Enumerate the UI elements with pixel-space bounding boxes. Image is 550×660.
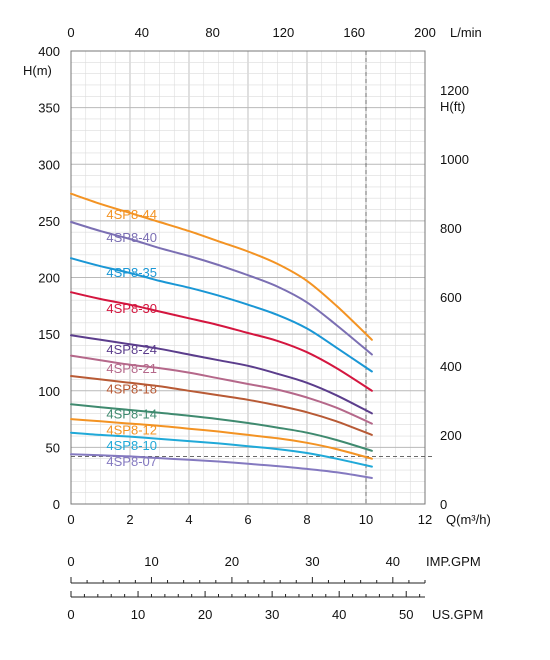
x-tick-label: 10	[359, 512, 373, 527]
x-tick-label: 8	[303, 512, 310, 527]
y-left-tick-label: 350	[38, 101, 60, 116]
curve-4sp8-40	[70, 221, 373, 356]
curve-label-4sp8-12: 4SP8-12	[106, 422, 157, 437]
y-right-tick-label: 600	[440, 290, 462, 305]
left-axis-unit: H(m)	[23, 63, 52, 78]
y-right-tick-label: 400	[440, 359, 462, 374]
x-tick-label: 4	[185, 512, 192, 527]
top-tick-label: 200	[414, 25, 436, 40]
imp-gpm-tick-label: 40	[386, 554, 400, 569]
y-left-tick-label: 300	[38, 157, 60, 172]
curve-label-4sp8-21: 4SP8-21	[106, 361, 157, 376]
curve-4sp8-12	[70, 418, 373, 460]
y-left-tick-label: 150	[38, 327, 60, 342]
x-tick-label: 6	[244, 512, 251, 527]
top-axis-unit: L/min	[450, 25, 482, 40]
curve-label-4sp8-30: 4SP8-30	[106, 301, 157, 316]
right-axis-unit: H(ft)	[440, 99, 465, 114]
curve-4sp8-10	[70, 431, 373, 468]
us-gpm-tick-label: 30	[265, 607, 279, 622]
curve-4sp8-21	[70, 354, 373, 425]
top-tick-label: 0	[67, 25, 74, 40]
curve-4sp8-30	[70, 291, 373, 392]
curve-label-4sp8-18: 4SP8-18	[106, 382, 157, 397]
curve-4sp8-24	[70, 334, 373, 415]
curve-4sp8-18	[70, 375, 373, 436]
curve-4sp8-07	[70, 453, 373, 479]
performance-curves	[70, 192, 373, 479]
us-gpm-tick-label: 20	[198, 607, 212, 622]
us-gpm-tick-label: 10	[131, 607, 145, 622]
y-right-tick-label: 0	[440, 497, 447, 512]
curve-label-4sp8-14: 4SP8-14	[106, 407, 157, 422]
y-left-tick-label: 250	[38, 214, 60, 229]
reference-lines	[71, 51, 433, 504]
x-tick-label: 12	[418, 512, 432, 527]
us-gpm-unit: US.GPM	[432, 607, 483, 622]
x-tick-label: 0	[67, 512, 74, 527]
imp-gpm-tick-label: 0	[67, 554, 74, 569]
plot-frame	[70, 50, 426, 505]
y-left-tick-label: 200	[38, 271, 60, 286]
curve-labels: 4SP8-44 4SP8-40 4SP8-35 4SP8-30 4SP8-24 4SP8-…	[106, 207, 157, 469]
gpm-scales: 0 10 20 30 40 0 10 20 30 40 50	[67, 554, 426, 622]
top-tick-label: 40	[135, 25, 149, 40]
us-gpm-tick-label: 0	[67, 607, 74, 622]
imp-gpm-tick-label: 30	[305, 554, 319, 569]
y-right-tick-label: 1000	[440, 152, 469, 167]
imp-gpm-tick-label: 20	[225, 554, 239, 569]
y-left-tick-label: 400	[38, 44, 60, 59]
top-tick-label: 120	[273, 25, 295, 40]
y-right-tick-label: 800	[440, 221, 462, 236]
curve-label-4sp8-24: 4SP8-24	[106, 342, 157, 357]
y-right-tick-label: 200	[440, 428, 462, 443]
imp-gpm-tick-label: 10	[144, 554, 158, 569]
y-left-tick-label: 100	[38, 384, 60, 399]
us-gpm-tick-label: 40	[332, 607, 346, 622]
curve-label-4sp8-40: 4SP8-40	[106, 230, 157, 245]
us-gpm-tick-label: 50	[399, 607, 413, 622]
curve-4sp8-14	[70, 403, 373, 452]
curve-4sp8-44	[70, 192, 373, 341]
curve-label-4sp8-44: 4SP8-44	[106, 207, 157, 222]
y-left-tick-label: 0	[53, 497, 60, 512]
curve-label-4sp8-35: 4SP8-35	[106, 265, 157, 280]
curve-label-4sp8-07: 4SP8-07	[106, 454, 157, 469]
imp-gpm-unit: IMP.GPM	[426, 554, 481, 569]
curve-label-4sp8-10: 4SP8-10	[106, 438, 157, 453]
y-right-tick-label: 1200	[440, 83, 469, 98]
y-left-tick-label: 50	[46, 440, 60, 455]
curve-4sp8-35	[70, 257, 373, 373]
x-axis-unit: Q(m³/h)	[446, 512, 491, 527]
top-tick-label: 80	[205, 25, 219, 40]
top-tick-label: 160	[343, 25, 365, 40]
x-tick-label: 2	[126, 512, 133, 527]
